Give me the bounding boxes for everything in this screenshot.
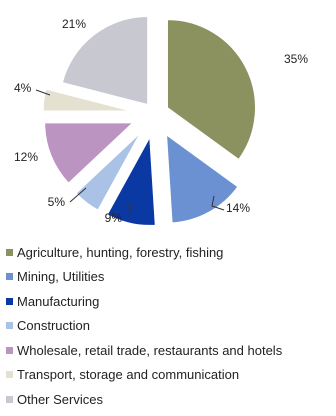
legend-label: Manufacturing [17,293,100,309]
legend-swatch [6,395,13,403]
data-labels: 35% 14% 9% 5% 12% 4% 21% [14,17,308,225]
legend-item-transport: Transport, storage and communication [6,363,336,388]
leader-line-transport [35,89,51,96]
data-label-manufacturing: 9% [105,211,123,225]
pie-slice-wholesale [44,122,134,184]
legend-swatch [6,346,13,354]
data-label-other-services: 21% [62,17,86,31]
pie-slice-transport [42,88,132,112]
legend-swatch [6,248,13,256]
legend-label: Construction [17,318,90,334]
legend-item-agriculture: Agriculture, hunting, forestry, fishing [6,240,336,265]
data-label-agriculture: 35% [284,52,308,66]
legend: Agriculture, hunting, forestry, fishing … [6,240,336,412]
leader-lines [35,89,225,218]
data-label-mining: 14% [226,201,250,215]
legend-label: Agriculture, hunting, forestry, fishing [17,244,224,260]
pie-slice-other-services [61,16,149,106]
legend-swatch [6,273,13,281]
pie-slice-agriculture [166,19,256,161]
pie-chart: 35% 14% 9% 5% 12% 4% 21% [14,16,308,226]
legend-label: Other Services [17,391,103,407]
legend-swatch [6,297,13,305]
legend-item-mining: Mining, Utilities [6,265,336,290]
legend-swatch [6,371,13,379]
pie-slice-manufacturing [106,135,156,226]
legend-item-manufacturing: Manufacturing [6,289,336,314]
leader-line-construction [69,187,87,203]
pie-slices [42,16,256,226]
legend-item-wholesale: Wholesale, retail trade, restaurants and… [6,338,336,363]
pie-slice-mining [165,134,239,224]
data-label-construction: 5% [48,195,66,209]
legend-label: Transport, storage and communication [17,367,240,383]
legend-item-construction: Construction [6,314,336,339]
legend-label: Mining, Utilities [17,269,105,285]
data-label-wholesale: 12% [14,150,38,164]
leader-line-mining [211,195,225,211]
leader-line-manufacturing [128,203,132,218]
legend-swatch [6,322,13,330]
legend-label: Wholesale, retail trade, restaurants and… [17,342,283,358]
legend-item-other-services: Other Services [6,387,336,412]
pie-slice-construction [75,132,141,211]
data-label-transport: 4% [14,81,32,95]
